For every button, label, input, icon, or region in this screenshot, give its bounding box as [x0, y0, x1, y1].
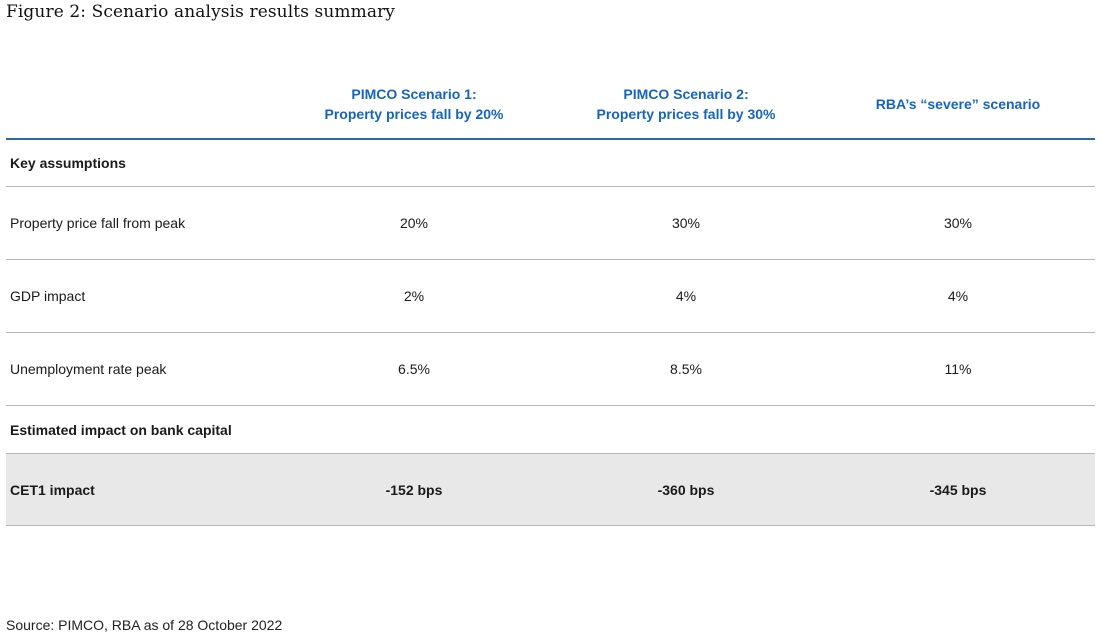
table-header: PIMCO Scenario 1: Property prices fall b… — [6, 70, 1095, 140]
column-header-rba-severe: RBA’s “severe” scenario — [823, 70, 1093, 138]
section-row-key-assumptions: Key assumptions — [6, 140, 1095, 187]
table-cell: 4% — [675, 288, 697, 304]
row-label: CET1 impact — [10, 481, 95, 498]
table-cell: 30% — [671, 215, 701, 231]
section-row-bank-capital: Estimated impact on bank capital — [6, 406, 1095, 454]
table-row-cet1: CET1 impact -152 bps -360 bps -345 bps — [6, 454, 1095, 526]
column-header-line: PIMCO Scenario 2: — [623, 86, 749, 102]
section-label: Estimated impact on bank capital — [10, 421, 232, 438]
column-header-line: PIMCO Scenario 1: — [351, 86, 477, 102]
table-row: Property price fall from peak 20% 30% 30… — [6, 187, 1095, 260]
table-cell: -152 bps — [385, 481, 443, 498]
source-note: Source: PIMCO, RBA as of 28 October 2022 — [6, 617, 283, 633]
table-cell: 4% — [947, 288, 969, 304]
table-row: Unemployment rate peak 6.5% 8.5% 11% — [6, 333, 1095, 406]
column-header-scenario-1: PIMCO Scenario 1: Property prices fall b… — [279, 70, 549, 138]
table-cell: 8.5% — [670, 361, 702, 377]
section-label: Key assumptions — [10, 155, 126, 171]
figure-title: Figure 2: Scenario analysis results summ… — [6, 2, 395, 22]
table-cell: -345 bps — [929, 481, 987, 498]
column-header-line: RBA’s “severe” scenario — [875, 96, 1041, 112]
row-label: GDP impact — [10, 288, 86, 304]
table-cell: 20% — [399, 215, 429, 231]
table-cell: 6.5% — [398, 361, 430, 377]
scenario-table: PIMCO Scenario 1: Property prices fall b… — [6, 70, 1095, 526]
table-cell: 11% — [944, 361, 972, 377]
column-header-line: Property prices fall by 20% — [324, 106, 504, 122]
column-header-scenario-2: PIMCO Scenario 2: Property prices fall b… — [551, 70, 821, 138]
table-cell: 2% — [403, 288, 425, 304]
table-cell: 30% — [943, 215, 973, 231]
row-label: Unemployment rate peak — [10, 361, 167, 377]
column-header-line: Property prices fall by 30% — [596, 106, 776, 122]
row-label: Property price fall from peak — [10, 215, 186, 231]
table-row: GDP impact 2% 4% 4% — [6, 260, 1095, 333]
table-cell: -360 bps — [657, 481, 715, 498]
